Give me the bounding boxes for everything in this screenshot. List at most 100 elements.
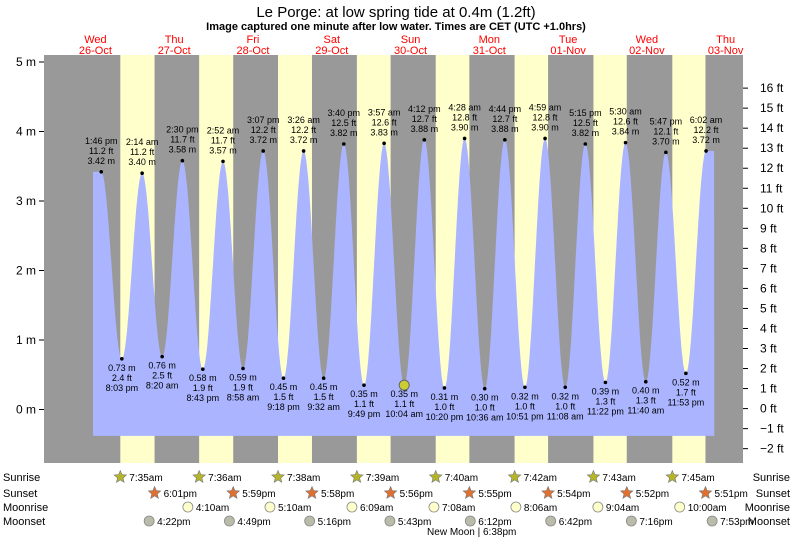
low-tide-time: 9:32 am	[307, 402, 340, 412]
moonrise-icon	[674, 501, 686, 513]
high-tide-ft: 11.2 ft	[130, 147, 155, 157]
high-tide-m: 3.58 m	[169, 145, 197, 155]
high-tide-time: 3:07 pm	[247, 115, 280, 125]
sunrise-icon	[665, 469, 680, 483]
right-tick-label: 8 ft	[760, 241, 777, 255]
low-tide-m: 0.45 m	[310, 382, 338, 392]
moon-phase-label: New Moon | 6:38pm	[427, 527, 516, 538]
right-tick-label: 11 ft	[760, 181, 783, 195]
high-tide-m: 3.82 m	[330, 128, 358, 138]
sunset-time: 5:58pm	[321, 489, 354, 500]
astro-table: Sunrise Sunrise Sunset Sunset Moonrise Moonri…	[3, 469, 790, 538]
low-tide-point	[643, 379, 648, 384]
chart-title: Le Porge: at low spring tide at 0.4m (1.…	[256, 4, 535, 21]
day-date-label: 02-Nov	[629, 45, 665, 57]
moonrise-time: 4:10am	[196, 503, 229, 514]
moonset-icon	[304, 515, 316, 527]
left-tick-label: 1 m	[16, 333, 36, 347]
high-tide-point	[301, 149, 306, 153]
sunset-icon	[226, 485, 241, 499]
low-tide-m: 0.58 m	[189, 373, 217, 383]
sunset-icon	[305, 485, 319, 499]
sunrise-icon	[428, 469, 443, 483]
low-tide-m: 0.32 m	[551, 391, 579, 401]
high-tide-time: 2:52 am	[207, 125, 240, 135]
moonset-time: 5:43pm	[398, 517, 431, 528]
high-tide-m: 3.72 m	[290, 135, 318, 145]
low-tide-point	[482, 386, 487, 391]
high-tide-point	[543, 136, 547, 141]
high-tide-time: 5:15 pm	[569, 108, 602, 118]
sunset-icon	[698, 485, 713, 499]
high-tide-ft: 12.2 ft	[291, 125, 317, 135]
right-tick-label: 14 ft	[760, 121, 784, 135]
sunset-icon	[619, 485, 634, 499]
sunset-row-label-right: Sunset	[756, 488, 790, 500]
day-name-label: Sun	[401, 34, 421, 46]
high-tide-m: 3.57 m	[209, 145, 237, 155]
moonrise-time: 8:06am	[524, 503, 557, 514]
right-tick-label: 13 ft	[760, 141, 784, 155]
day-date-label: 26-Oct	[79, 45, 112, 57]
right-tick-label: 12 ft	[760, 161, 784, 175]
moonset-icon	[625, 515, 637, 527]
high-tide-ft: 12.1 ft	[653, 126, 679, 136]
high-tide-m: 3.40 m	[128, 157, 156, 167]
high-tide-m: 3.88 m	[411, 124, 439, 134]
sunset-time: 5:55pm	[478, 489, 511, 500]
sunrise-row-label-left: Sunrise	[3, 472, 40, 484]
low-tide-time: 11:53 pm	[667, 397, 704, 407]
sunrise-time: 7:35am	[129, 473, 162, 484]
high-tide-ft: 12.5 ft	[331, 118, 357, 128]
tide-curve	[93, 138, 715, 436]
low-tide-time: 10:36 am	[466, 413, 504, 423]
right-tick-label: 7 ft	[760, 261, 777, 275]
moonset-time: 6:42pm	[559, 517, 592, 528]
low-tide-m: 0.59 m	[229, 372, 257, 382]
high-tide-time: 5:30 am	[609, 107, 642, 117]
moonset-time: 4:22pm	[157, 517, 190, 528]
day-name-label: Thu	[165, 34, 184, 46]
low-tide-time: 10:04 am	[385, 409, 423, 419]
right-tick-label: 9 ft	[760, 221, 777, 235]
moonrise-icon	[428, 501, 440, 513]
day-name-label: Thu	[716, 34, 735, 46]
axis-ticks: 0 m 1 m 2 m 3 m 4 m 5 m −2 ft −1 ft 0 ft 1 ft 2 ft…	[16, 55, 784, 456]
high-tide-time: 2:30 pm	[166, 125, 199, 135]
high-tide-time: 3:40 pm	[328, 108, 361, 118]
day-date-label: 27-Oct	[158, 45, 191, 57]
right-tick-label: 10 ft	[760, 201, 784, 215]
high-tide-point	[342, 142, 346, 146]
high-tide-ft: 12.8 ft	[533, 112, 559, 122]
low-tide-ft: 1.0 ft	[515, 401, 536, 411]
sunrise-icon	[113, 469, 128, 483]
right-tick-label: 4 ft	[760, 321, 777, 335]
sunset-row-label-left: Sunset	[3, 488, 37, 500]
high-tide-ft: 11.7 ft	[211, 135, 236, 145]
sunset-icon	[541, 485, 556, 499]
day-name-label: Fri	[247, 34, 260, 46]
high-tide-time: 4:12 pm	[408, 104, 441, 114]
low-tide-time: 10:20 pm	[426, 412, 464, 422]
day-name-label: Wed	[84, 34, 106, 46]
sunrise-icon	[271, 469, 285, 483]
current-tide-marker	[398, 379, 410, 391]
high-tide-point	[623, 140, 628, 145]
low-tide-time: 9:49 pm	[348, 409, 381, 419]
sunrise-time: 7:43am	[602, 473, 635, 484]
tide-area	[93, 138, 715, 436]
high-tide-time: 6:02 am	[690, 115, 723, 125]
chart-subtitle: Image captured one minute after low wate…	[206, 21, 586, 33]
low-tide-ft: 2.4 ft	[112, 373, 133, 383]
right-tick-label: 15 ft	[760, 101, 784, 115]
low-tide-time: 9:18 pm	[267, 402, 300, 412]
high-tide-time: 5:47 pm	[650, 116, 683, 126]
low-tide-point	[442, 386, 447, 390]
low-tide-ft: 1.1 ft	[354, 399, 375, 409]
moonrise-time: 7:08am	[442, 503, 475, 514]
day-name-label: Mon	[479, 34, 500, 46]
high-tide-point	[664, 150, 668, 155]
low-tide-point	[120, 356, 124, 361]
sunrise-time: 7:38am	[287, 473, 320, 484]
moonrise-row-label-right: Moonrise	[745, 502, 790, 514]
